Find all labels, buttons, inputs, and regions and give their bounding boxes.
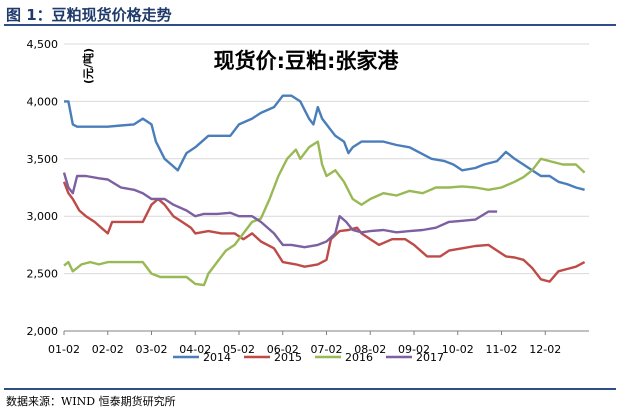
x-tick-label: 03-02 xyxy=(136,343,168,356)
x-tick-label: 02-02 xyxy=(92,343,124,356)
x-tick-label: 07-02 xyxy=(311,343,343,356)
chart: 2,000 2,500 3,000 3,500 4,000 4,500 01-02 02-0… xyxy=(27,38,589,364)
x-tick-label: 10-02 xyxy=(442,343,474,356)
y-tick-label: 2,000 xyxy=(27,325,59,338)
x-tick-label: 11-02 xyxy=(486,343,518,356)
legend: 2014 2015 2016 2017 xyxy=(173,351,444,364)
series-line-2014 xyxy=(64,94,585,191)
legend-label-2014: 2014 xyxy=(203,351,231,364)
legend-label-2015: 2015 xyxy=(274,351,302,364)
x-tick-label: 05-02 xyxy=(223,343,255,356)
x-tick-label: 09-02 xyxy=(398,343,430,356)
x-tick-label: 12-02 xyxy=(529,343,561,356)
y-tick-label: 3,000 xyxy=(27,210,59,223)
series-line-2017 xyxy=(62,172,498,249)
legend-label-2016: 2016 xyxy=(345,351,373,364)
x-axis-ticks: 01-02 02-02 03-02 04-02 05-02 06-02 07-02 08-02… xyxy=(48,331,561,356)
title-rule xyxy=(4,24,616,26)
source-note: 数据来源：WIND 恒泰期货研究所 xyxy=(6,395,176,408)
x-tick-label: 08-02 xyxy=(354,343,386,356)
figure-title: 图 1：豆粕现货价格走势 xyxy=(6,6,172,24)
series-line-2015 xyxy=(62,181,586,283)
x-tick-label: 04-02 xyxy=(179,343,211,356)
y-tick-label: 3,500 xyxy=(27,153,59,166)
x-tick-label: 01-02 xyxy=(48,343,80,356)
y-tick-label: 2,500 xyxy=(27,268,59,281)
y-axis-label: (元/吨) xyxy=(81,48,95,84)
gridlines xyxy=(64,43,589,332)
source-rule xyxy=(4,388,616,390)
chart-title: 现货价:豆粕:张家港 xyxy=(214,49,400,73)
y-axis-ticks: 2,000 2,500 3,000 3,500 4,000 4,500 xyxy=(27,38,59,338)
y-tick-label: 4,500 xyxy=(27,38,59,51)
y-tick-label: 4,000 xyxy=(27,95,59,108)
x-tick-label: 06-02 xyxy=(267,343,299,356)
series-lines xyxy=(62,94,586,287)
legend-label-2017: 2017 xyxy=(416,351,444,364)
series-line-2016 xyxy=(63,140,586,287)
